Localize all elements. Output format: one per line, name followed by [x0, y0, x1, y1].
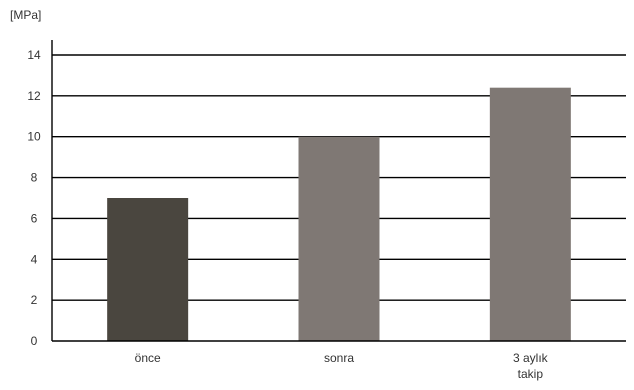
y-tick-label: 2: [31, 293, 38, 307]
y-tick-label: 6: [31, 211, 38, 225]
x-category-label: önce: [135, 351, 161, 365]
y-tick-label: 4: [31, 252, 38, 266]
bars: [107, 87, 571, 341]
y-axis-unit-label: [MPa]: [10, 8, 41, 22]
y-tick-label: 12: [27, 89, 41, 103]
y-tick-label: 14: [27, 48, 41, 62]
y-tick-label: 10: [27, 130, 41, 144]
bar: [489, 87, 571, 341]
x-category-label: takip: [518, 367, 544, 381]
bar: [107, 198, 189, 341]
y-tick-label: 0: [31, 334, 38, 348]
x-category-labels: önce sonra 3 aylık takip: [135, 351, 549, 381]
axes: [51, 40, 626, 342]
bar: [298, 136, 380, 341]
x-category-label: sonra: [324, 351, 354, 365]
y-tick-label: 8: [31, 171, 38, 185]
x-category-label: 3 aylık: [513, 351, 549, 365]
y-tick-labels: 0 2 4 6 8 10 12 14: [27, 48, 41, 348]
